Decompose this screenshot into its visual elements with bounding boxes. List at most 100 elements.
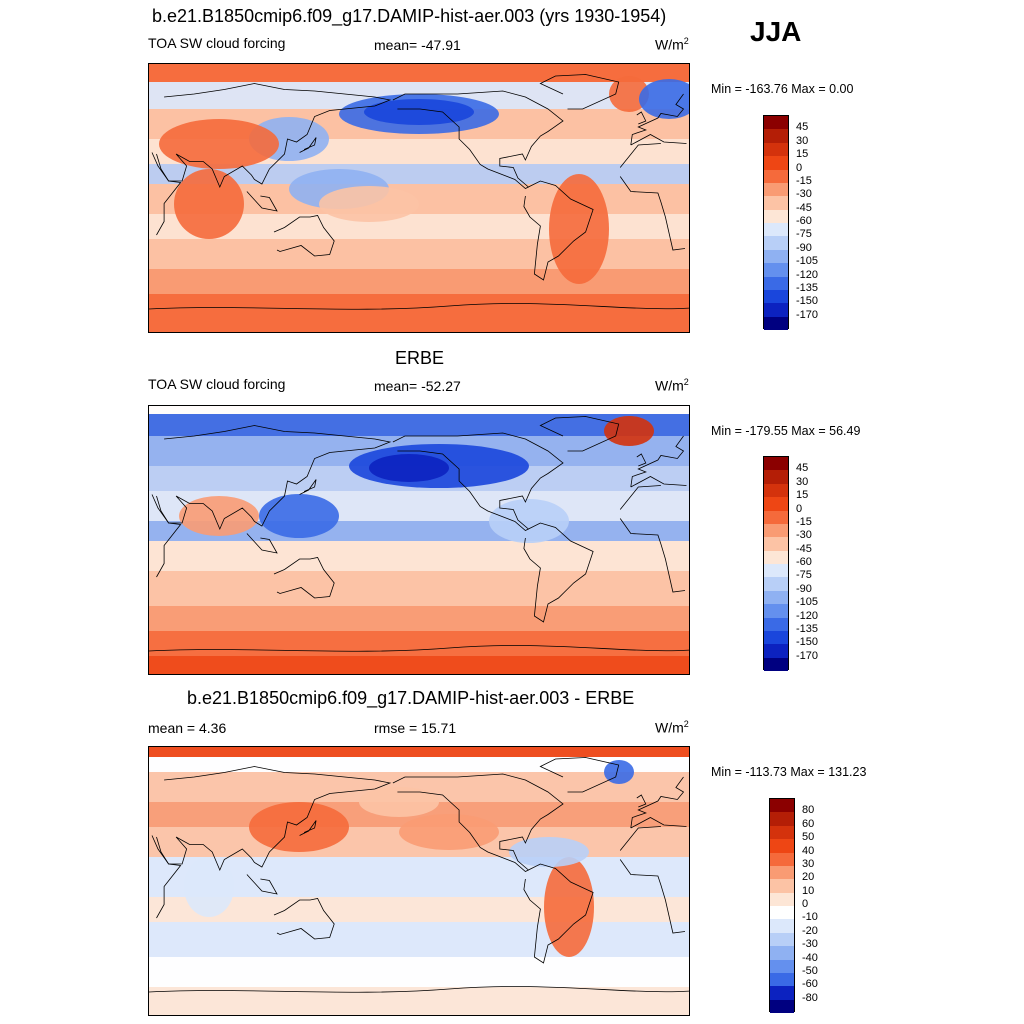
map-field-band	[149, 269, 689, 294]
map-field-blob	[259, 494, 339, 538]
colorbar-swatch	[770, 852, 794, 866]
map-field-blob	[489, 499, 569, 543]
colorbar-tick-label: -60	[796, 215, 812, 227]
map-field-band	[149, 857, 689, 897]
coastline	[523, 180, 594, 281]
map-field-band	[149, 294, 689, 332]
coastline	[392, 773, 564, 872]
map-field-blob	[609, 76, 649, 112]
coastlines	[149, 74, 689, 310]
map-field-blob	[179, 496, 259, 536]
map-field-blob	[399, 814, 499, 850]
panel-1-colorbar	[763, 115, 789, 330]
colorbar-swatch	[764, 590, 788, 605]
panel-2-units: W/m2	[655, 377, 689, 394]
colorbar-swatch	[764, 483, 788, 498]
panel-3-rmse-label: rmse = 15.71	[374, 720, 457, 736]
colorbar-swatch	[764, 223, 788, 237]
colorbar-swatch	[764, 209, 788, 223]
colorbar-swatch	[764, 617, 788, 631]
colorbar-tick-label: 15	[796, 489, 809, 502]
colorbar-swatch	[770, 999, 794, 1013]
map-field-band	[149, 897, 689, 922]
coastline	[273, 557, 335, 599]
colorbar-swatch	[764, 510, 788, 524]
colorbar-swatch	[764, 142, 788, 157]
map-field-band	[149, 414, 689, 436]
colorbar-tick-label: 30	[802, 857, 815, 870]
panel-1-title: b.e21.B1850cmip6.f09_g17.DAMIP-hist-aer.…	[152, 6, 667, 26]
panel-2-map	[148, 405, 690, 675]
panel-3-title: b.e21.B1850cmip6.f09_g17.DAMIP-hist-aer.…	[187, 688, 635, 708]
colorbar-tick-label: 0	[796, 161, 803, 174]
colorbar-swatch	[764, 604, 788, 618]
colorbar-tick-label: -120	[796, 268, 819, 281]
panel-1-map	[148, 63, 690, 333]
map-field-band	[149, 922, 689, 957]
colorbar-tick-label: 40	[802, 844, 815, 857]
map-field-blob	[184, 857, 234, 917]
colorbar-tick-label: 50	[802, 831, 815, 844]
coastline	[156, 425, 687, 531]
panel-3-colorbar	[769, 798, 795, 1013]
colorbar-tick-label: -90	[796, 582, 812, 595]
colorbar-swatch	[770, 825, 794, 840]
colorbar-tick-label: -15	[796, 174, 812, 187]
map-field	[149, 406, 689, 674]
panel-1-left-label: TOA SW cloud forcing	[148, 35, 286, 51]
panel-2-mean-label: mean= -52.27	[374, 378, 461, 394]
colorbar-swatch	[764, 577, 788, 591]
panel-2-left-label: TOA SW cloud forcing	[148, 376, 286, 392]
colorbar-swatch	[770, 839, 794, 853]
map-field-band	[149, 987, 689, 1015]
colorbar-swatch	[764, 457, 788, 471]
colorbar-tick-label: -135	[796, 622, 819, 635]
coastlines	[149, 416, 689, 652]
map-field-blob	[369, 454, 449, 482]
panel-3-minmax: Min = -113.73 Max = 131.23	[711, 765, 867, 779]
coastline	[246, 533, 278, 554]
colorbar-swatch	[770, 892, 794, 906]
map-field-blob	[359, 787, 439, 817]
colorbar-swatch	[770, 799, 794, 813]
coastline	[156, 83, 687, 189]
colorbar-swatch	[770, 906, 794, 920]
colorbar-tick-label: -105	[796, 596, 819, 609]
colorbar-tick-label: -50	[802, 964, 818, 977]
colorbar-tick-label: 0	[796, 502, 803, 515]
coastline	[523, 863, 594, 964]
coastline	[246, 874, 278, 895]
colorbar-tick-label: 60	[802, 817, 815, 830]
colorbar-tick-label: -75	[796, 228, 812, 241]
colorbar-swatch	[770, 812, 794, 826]
colorbar-tick-label: 20	[802, 871, 815, 884]
map-field-band	[149, 571, 689, 606]
panel-2-colorbar	[763, 456, 789, 671]
colorbar-swatch	[770, 879, 794, 893]
colorbar-swatch	[764, 657, 788, 671]
colorbar-tick-label: -105	[796, 255, 819, 268]
map-field-band	[149, 747, 689, 757]
coastline-antarctica	[149, 303, 689, 310]
coastline	[299, 137, 317, 153]
colorbar-swatch	[770, 986, 794, 1000]
map-field-band	[149, 606, 689, 631]
map-field-band	[149, 64, 689, 82]
colorbar-swatch	[770, 959, 794, 973]
map-field	[149, 64, 689, 332]
coastline	[299, 479, 317, 495]
colorbar-tick-label: -75	[796, 569, 812, 582]
colorbar-swatch	[764, 236, 788, 250]
colorbar-tick-label: -170	[796, 649, 819, 662]
map-field-blob	[174, 169, 244, 239]
map-field-band	[149, 656, 689, 674]
coastline	[539, 757, 620, 793]
colorbar-swatch	[770, 865, 794, 880]
coastline-antarctica	[149, 645, 689, 652]
map-field-band	[149, 406, 689, 414]
coastline	[539, 416, 620, 452]
map-field-blob	[549, 174, 609, 284]
colorbar-tick-label: 10	[802, 884, 815, 897]
map-field-blob	[604, 760, 634, 784]
coastline	[246, 191, 278, 212]
